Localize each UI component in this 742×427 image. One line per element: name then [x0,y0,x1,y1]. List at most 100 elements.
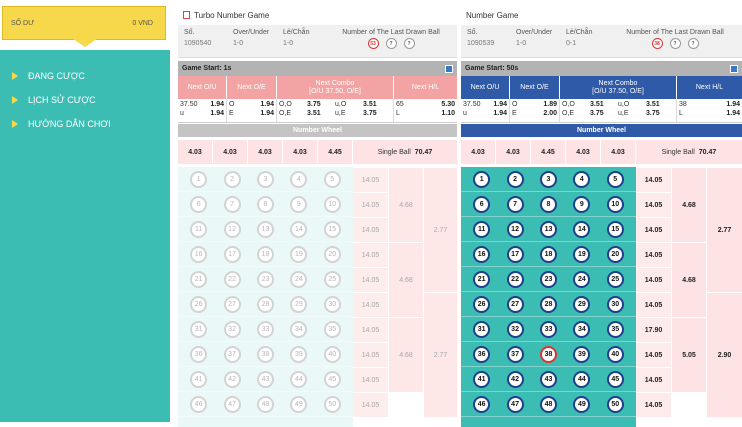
odds-option[interactable]: E 1.94 [229,110,274,117]
odds-option[interactable]: 37.50 1.94 [463,101,507,108]
ball-button[interactable]: 14 [573,220,591,238]
ball-button[interactable]: 6 [473,195,491,213]
ball-button[interactable]: 24 [573,270,591,288]
ball-button[interactable]: 13 [256,220,274,238]
ball-button[interactable]: 35 [606,320,624,338]
section-odds[interactable]: 4.03 [461,140,496,164]
ball-button[interactable]: 31 [473,320,491,338]
ball-button[interactable]: 29 [573,295,591,313]
group-odds[interactable]: 4.68 [671,243,706,318]
ball-button[interactable]: 23 [539,270,557,288]
ball-button[interactable]: 18 [539,245,557,263]
ball-button[interactable]: 2 [506,170,524,188]
ball-button[interactable]: 5 [606,170,624,188]
odds-option[interactable]: 65 5.30 [396,101,455,108]
ball-button[interactable]: 3 [539,170,557,188]
single-ball-odds[interactable]: Single Ball 70.47 [661,148,717,156]
ball-button[interactable]: 16 [473,245,491,263]
ball-button[interactable]: 48 [256,395,274,413]
ball-button[interactable]: 41 [190,370,208,388]
section-odds[interactable]: 4.45 [318,140,353,164]
ball-button[interactable]: 33 [539,320,557,338]
ball-button[interactable]: 39 [290,345,308,363]
ball-button[interactable]: 32 [223,320,241,338]
ball-button[interactable]: 11 [473,220,491,238]
ball-button[interactable]: 45 [323,370,341,388]
ball-button[interactable]: 12 [223,220,241,238]
ball-button[interactable]: 17 [506,245,524,263]
section-odds[interactable]: 4.45 [531,140,566,164]
ball-button[interactable]: 23 [256,270,274,288]
ball-button[interactable]: 10 [323,195,341,213]
half-odds[interactable]: 2.77 [423,168,457,293]
ball-button[interactable]: 2 [223,170,241,188]
ball-button[interactable]: 4 [573,170,591,188]
section-odds[interactable]: 4.03 [496,140,531,164]
half-odds[interactable]: 2.77 [423,293,457,418]
ball-button[interactable]: 22 [223,270,241,288]
ball-button[interactable]: 15 [323,220,341,238]
ball-button[interactable]: 13 [539,220,557,238]
expand-icon[interactable] [730,64,738,73]
ball-button[interactable]: 50 [323,395,341,413]
group-odds[interactable]: 4.68 [388,243,423,318]
ball-button[interactable]: 33 [256,320,274,338]
row-odds[interactable]: 14.05 [636,393,671,418]
row-odds[interactable]: 14.05 [353,393,388,418]
odds-option[interactable]: u 1.94 [463,110,507,117]
ball-button[interactable]: 37 [506,345,524,363]
ball-button[interactable]: 36 [190,345,208,363]
group-odds[interactable]: 4.68 [388,168,423,243]
ball-button[interactable]: 6 [190,195,208,213]
ball-button[interactable]: 28 [256,295,274,313]
ball-button[interactable]: 39 [573,345,591,363]
row-odds[interactable]: 14.05 [353,293,388,318]
ball-button[interactable]: 18 [256,245,274,263]
ball-button[interactable]: 50 [606,395,624,413]
row-odds[interactable]: 14.05 [353,168,388,193]
row-odds[interactable]: 14.05 [353,368,388,393]
ball-button[interactable]: 32 [506,320,524,338]
group-odds[interactable]: 5.05 [671,318,706,393]
odds-option[interactable]: L 1.94 [679,110,740,117]
section-odds[interactable]: 4.03 [601,140,636,164]
odds-option[interactable]: O,O 3.51 u,O 3.51 [562,101,660,108]
row-odds[interactable]: 14.05 [636,293,671,318]
odds-option[interactable]: O,O 3.75 u,O 3.51 [279,101,377,108]
odds-option[interactable]: O 1.89 [512,101,557,108]
ball-button[interactable]: 16 [190,245,208,263]
ball-button[interactable]: 8 [539,195,557,213]
ball-button[interactable]: 38 [539,345,557,363]
menu-item-bet-history[interactable]: LỊCH SỬ CƯỢC [0,88,170,112]
ball-button[interactable]: 19 [290,245,308,263]
menu-item-current-bets[interactable]: ĐANG CƯỢC [0,64,170,88]
row-odds[interactable]: 14.05 [353,243,388,268]
ball-button[interactable]: 44 [290,370,308,388]
ball-button[interactable]: 12 [506,220,524,238]
ball-button[interactable]: 10 [606,195,624,213]
ball-button[interactable]: 40 [323,345,341,363]
row-odds[interactable]: 14.05 [353,343,388,368]
ball-button[interactable]: 21 [190,270,208,288]
odds-option[interactable]: L 1.10 [396,110,455,117]
ball-button[interactable]: 7 [506,195,524,213]
ball-button[interactable]: 30 [606,295,624,313]
ball-button[interactable]: 15 [606,220,624,238]
ball-button[interactable]: 34 [573,320,591,338]
odds-option[interactable]: 37.50 1.94 [180,101,224,108]
row-odds[interactable]: 14.05 [353,318,388,343]
odds-option[interactable]: O 1.94 [229,101,274,108]
odds-option[interactable]: O,E 3.51 u,E 3.75 [279,110,377,117]
ball-button[interactable]: 44 [573,370,591,388]
ball-button[interactable]: 9 [290,195,308,213]
section-odds[interactable]: 4.03 [248,140,283,164]
ball-button[interactable]: 1 [190,170,208,188]
row-odds[interactable]: 14.05 [636,218,671,243]
ball-button[interactable]: 42 [506,370,524,388]
row-odds[interactable]: 14.05 [636,243,671,268]
ball-button[interactable]: 20 [606,245,624,263]
section-odds[interactable]: 4.03 [213,140,248,164]
row-odds[interactable]: 17.90 [636,318,671,343]
ball-button[interactable]: 29 [290,295,308,313]
ball-button[interactable]: 8 [256,195,274,213]
